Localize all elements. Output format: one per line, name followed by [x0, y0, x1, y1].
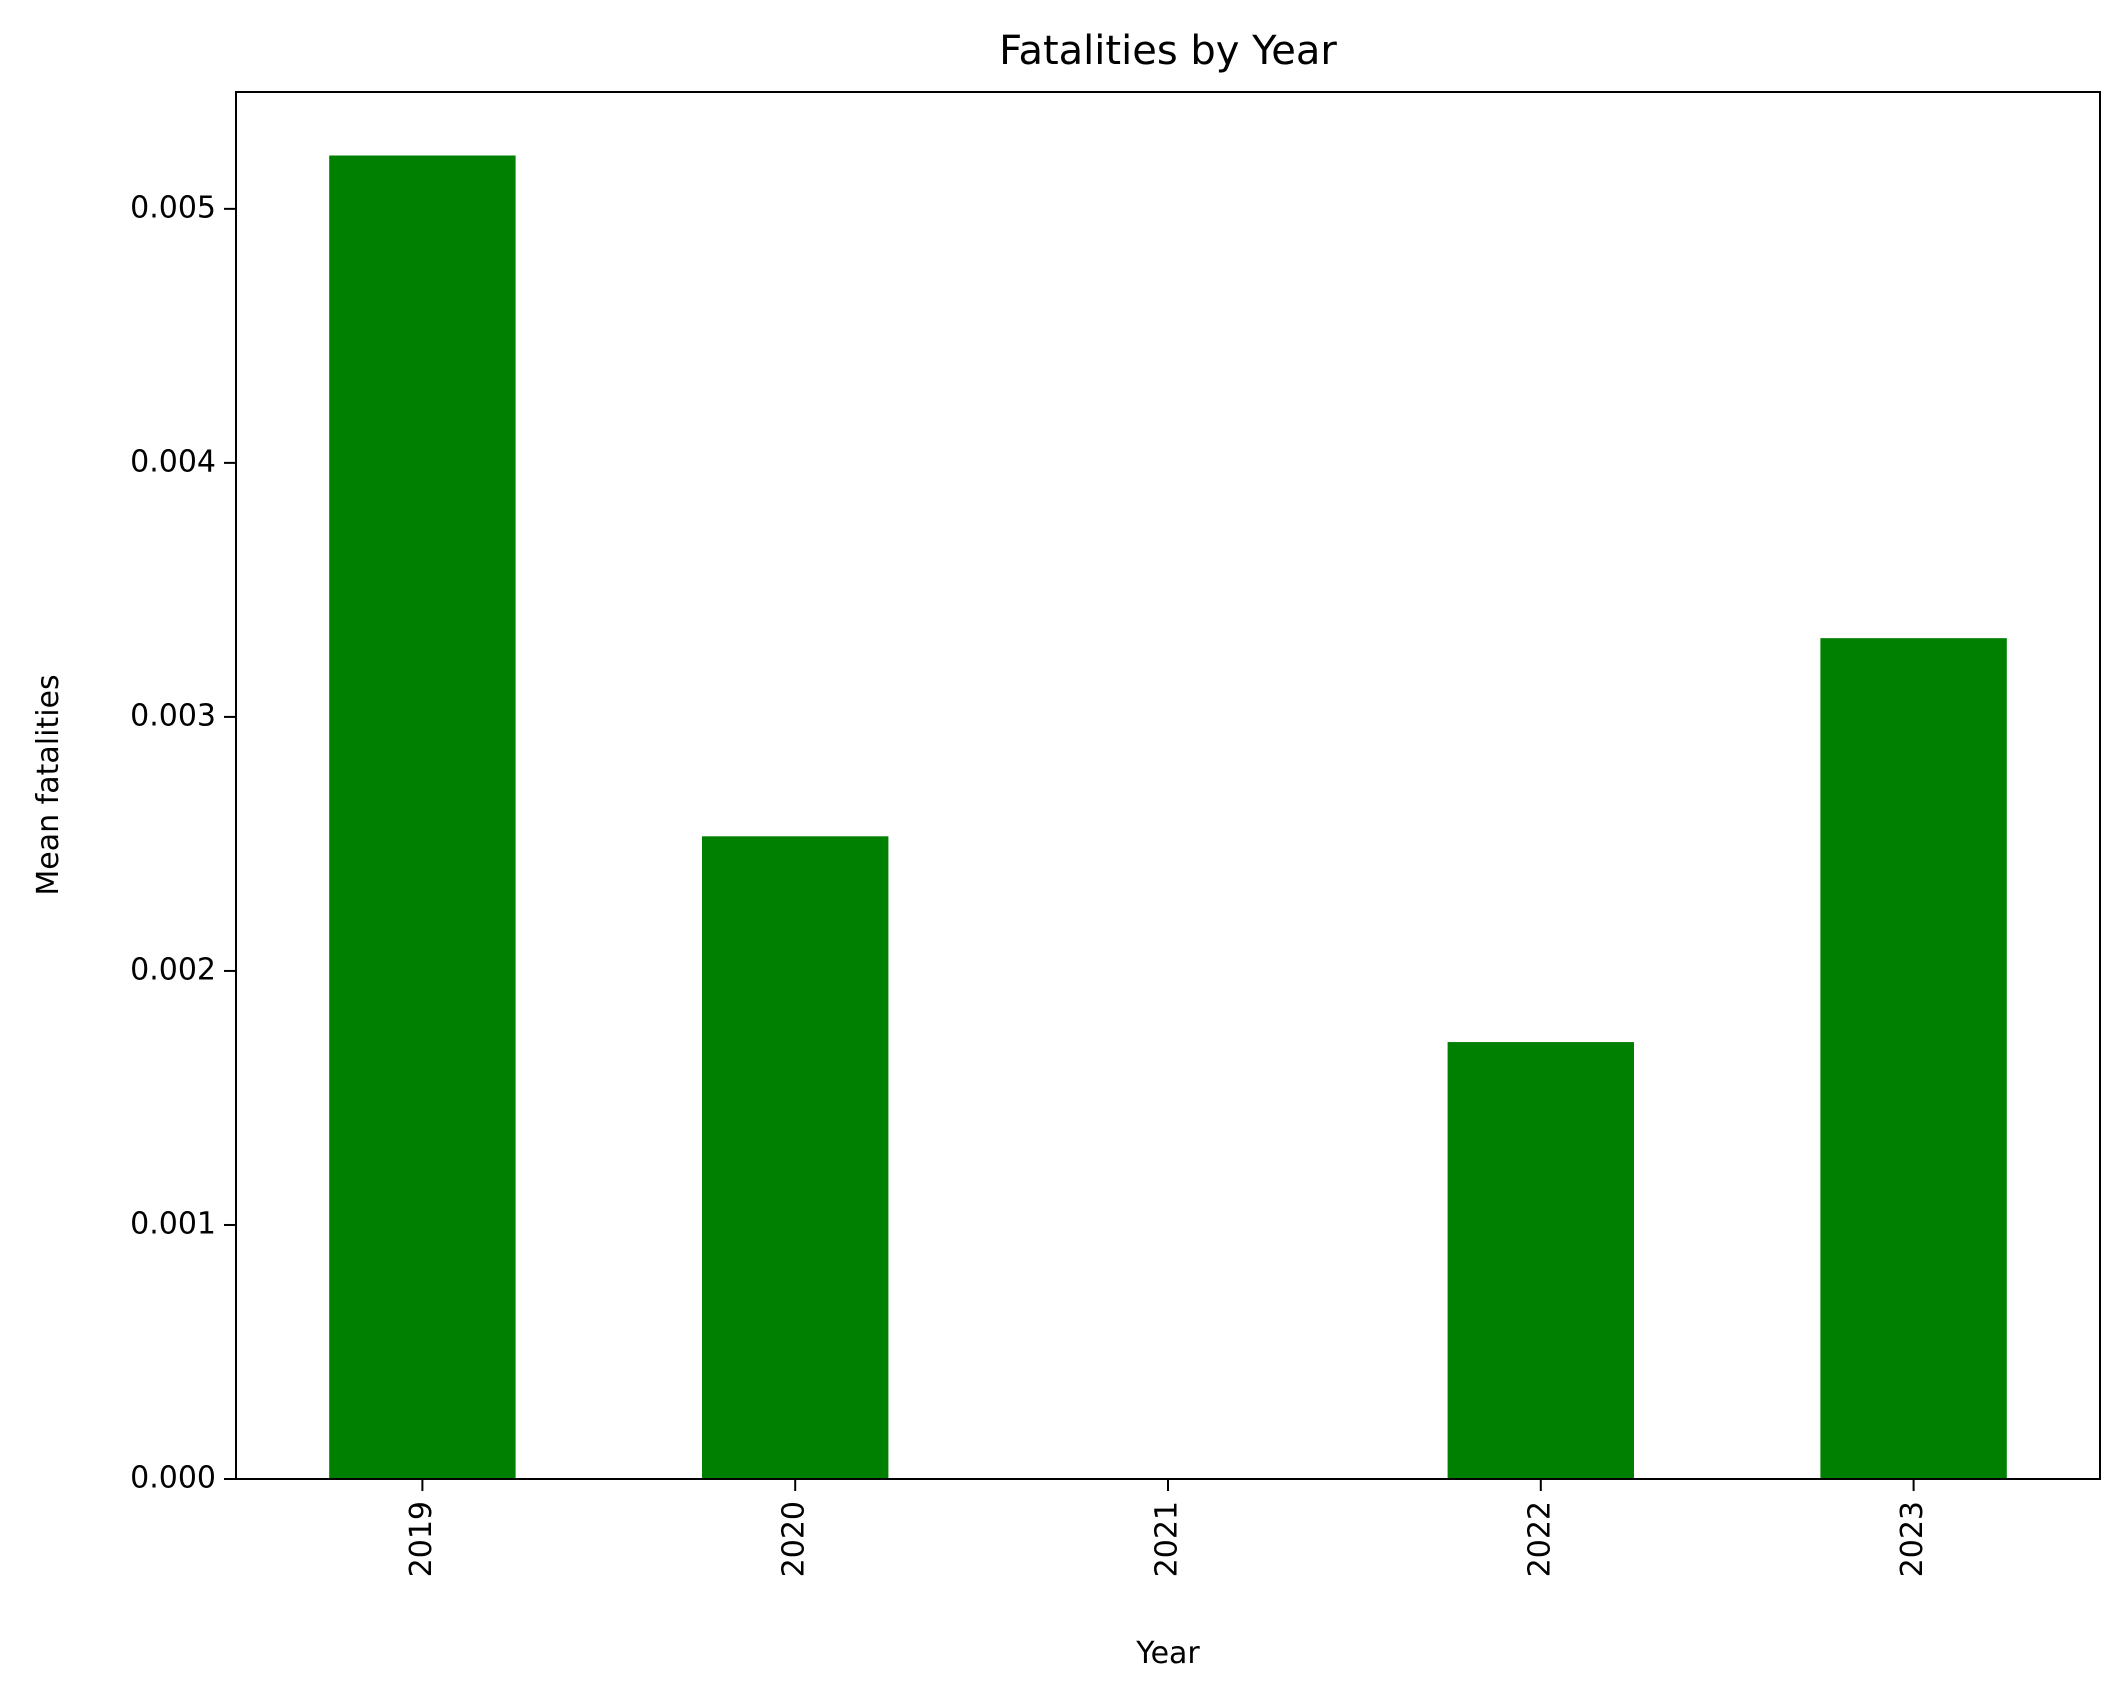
- x-axis-ticks: 2019 2020 2021 2022 2023: [404, 1479, 1930, 1577]
- y-tick-label: 0.005: [130, 190, 216, 225]
- bar-2022: [1447, 1042, 1634, 1479]
- y-tick-label: 0.002: [130, 952, 216, 987]
- y-tick-label: 0.003: [130, 698, 216, 733]
- y-axis-ticks: 0.000 0.001 0.002 0.003 0.004 0.005: [130, 190, 236, 1496]
- x-tick-label: 2022: [1522, 1501, 1557, 1577]
- x-axis-label: Year: [1135, 1636, 1200, 1671]
- chart-title: Fatalities by Year: [999, 28, 1337, 74]
- bars: [329, 155, 2007, 1479]
- y-tick-label: 0.001: [130, 1206, 216, 1241]
- bar-2023: [1820, 638, 2007, 1479]
- x-tick-label: 2019: [404, 1501, 439, 1577]
- bar-2019: [329, 155, 516, 1479]
- x-tick-label: 2021: [1150, 1501, 1185, 1577]
- x-tick-label: 2023: [1895, 1501, 1930, 1577]
- y-tick-label: 0.004: [130, 444, 216, 479]
- y-axis-label: Mean fatalities: [31, 674, 66, 895]
- x-tick-label: 2020: [777, 1501, 812, 1577]
- bar-2020: [702, 836, 889, 1479]
- y-tick-label: 0.000: [130, 1461, 216, 1496]
- plot-frame: [235, 91, 2101, 1480]
